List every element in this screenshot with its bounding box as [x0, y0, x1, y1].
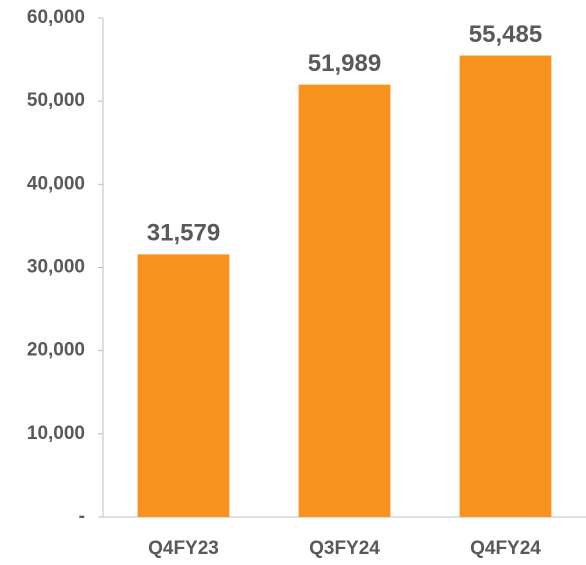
data-label: 51,989: [308, 50, 381, 77]
bar: [459, 55, 552, 518]
y-tick-label: 30,000: [27, 257, 85, 278]
y-tick-label: 20,000: [27, 340, 85, 361]
y-tick-label: 40,000: [27, 173, 85, 194]
bar: [137, 254, 230, 517]
y-tick-label: 10,000: [27, 423, 85, 444]
y-tick-label: -: [79, 506, 85, 527]
y-tick-label: 60,000: [27, 7, 85, 28]
data-label: 55,485: [469, 21, 542, 48]
data-label: 31,579: [147, 220, 220, 247]
x-tick-label: Q3FY24: [309, 538, 380, 559]
y-tick-label: 50,000: [27, 90, 85, 111]
bar: [298, 84, 391, 517]
x-tick-label: Q4FY23: [148, 538, 219, 559]
x-tick-label: Q4FY24: [470, 538, 541, 559]
